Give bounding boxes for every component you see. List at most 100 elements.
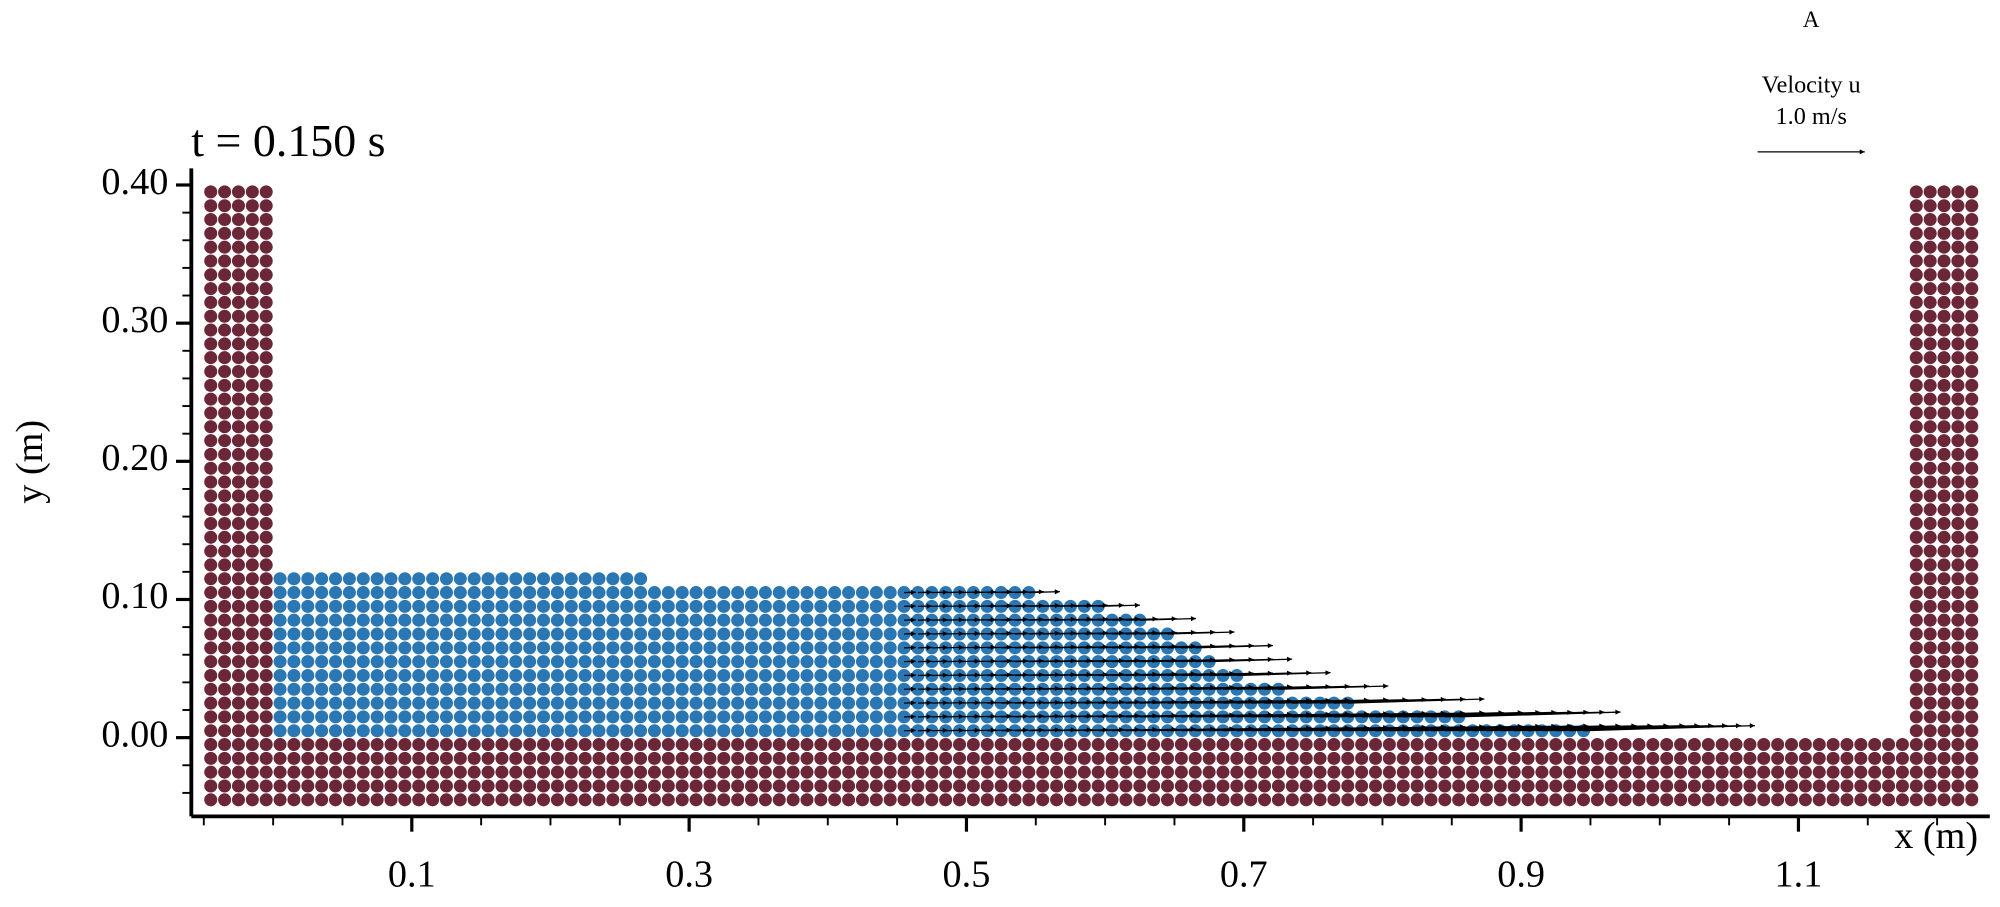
boundary-particle [245, 226, 259, 240]
boundary-particle [1965, 558, 1979, 572]
fluid-particle [800, 696, 814, 710]
boundary-particle [1937, 351, 1951, 365]
fluid-particle [412, 586, 426, 600]
fluid-particle [675, 710, 689, 724]
fluid-particle [855, 613, 869, 627]
boundary-particle [1174, 738, 1188, 752]
boundary-particle [1965, 185, 1979, 199]
boundary-particle [204, 599, 218, 613]
fluid-particle [689, 627, 703, 641]
boundary-particle [218, 323, 232, 337]
fluid-particle [578, 710, 592, 724]
boundary-particle [259, 185, 273, 199]
boundary-particle [911, 779, 925, 793]
boundary-particle [1188, 779, 1202, 793]
boundary-particle [1674, 779, 1688, 793]
boundary-particle [1576, 738, 1591, 752]
fluid-particle [869, 696, 883, 710]
boundary-particle [703, 751, 717, 765]
fluid-particle [398, 572, 412, 586]
boundary-particle [218, 434, 232, 448]
boundary-particle [758, 793, 772, 807]
boundary-particle [564, 793, 578, 807]
fluid-particle [370, 641, 384, 655]
boundary-particle [231, 586, 245, 600]
boundary-particle [1646, 793, 1660, 807]
boundary-particle [259, 738, 273, 752]
fluid-particle [439, 724, 453, 738]
fluid-particle [467, 627, 481, 641]
fluid-particle [301, 724, 315, 738]
fluid-particle [883, 641, 897, 655]
boundary-particle [1452, 779, 1466, 793]
velocity-arrow [1028, 589, 1060, 595]
boundary-particle [1937, 668, 1951, 682]
boundary-particle [1909, 503, 1923, 517]
boundary-particle [1951, 572, 1965, 586]
boundary-particle [814, 779, 828, 793]
boundary-particle [218, 655, 232, 669]
boundary-particle [342, 751, 356, 765]
boundary-particle [259, 213, 273, 227]
fluid-particle [509, 682, 523, 696]
boundary-particle [1161, 751, 1175, 765]
fluid-particle [578, 613, 592, 627]
boundary-particle [1951, 655, 1965, 669]
boundary-particle [1632, 738, 1646, 752]
fluid-particle [661, 613, 675, 627]
boundary-particle [689, 779, 703, 793]
fluid-particle [398, 599, 412, 613]
boundary-particle [828, 779, 842, 793]
fluid-particle [550, 668, 564, 682]
fluid-particle [329, 724, 343, 738]
boundary-particle [218, 185, 232, 199]
boundary-particle [245, 668, 259, 682]
fluid-particle [495, 599, 509, 613]
fluid-particle [564, 599, 578, 613]
boundary-particle [703, 738, 717, 752]
boundary-particle [1923, 282, 1937, 296]
boundary-particle [1951, 213, 1965, 227]
boundary-particle [245, 309, 259, 323]
boundary-particle [1965, 282, 1979, 296]
fluid-particle [717, 710, 731, 724]
fluid-particle [342, 572, 356, 586]
boundary-particle [1438, 738, 1452, 752]
boundary-particle [1355, 751, 1369, 765]
fluid-particle [426, 668, 440, 682]
boundary-particle [994, 765, 1008, 779]
boundary-particle [245, 613, 259, 627]
boundary-particle [689, 765, 703, 779]
boundary-particle [245, 544, 259, 558]
boundary-particle [1812, 751, 1826, 765]
boundary-particle [939, 765, 953, 779]
boundary-particle [1438, 765, 1452, 779]
fluid-particle [495, 572, 509, 586]
boundary-particle [259, 530, 273, 544]
fluid-particle [412, 627, 426, 641]
boundary-particle [1882, 738, 1896, 752]
boundary-particle [939, 738, 953, 752]
boundary-particle [1909, 696, 1923, 710]
boundary-particle [231, 558, 245, 572]
fluid-particle [523, 641, 537, 655]
fluid-particle [786, 682, 800, 696]
boundary-particle [1965, 226, 1979, 240]
boundary-particle [1410, 779, 1424, 793]
fluid-particle [620, 641, 634, 655]
fluid-particle [356, 696, 370, 710]
fluid-particle [537, 655, 551, 669]
boundary-particle [1965, 475, 1979, 489]
boundary-particle [218, 599, 232, 613]
boundary-particle [1965, 406, 1979, 420]
fluid-particle [786, 655, 800, 669]
fluid-particle [287, 627, 301, 641]
boundary-particle [384, 765, 398, 779]
boundary-particle [245, 213, 259, 227]
fluid-particle [550, 710, 564, 724]
boundary-particle [384, 738, 398, 752]
boundary-particle [966, 738, 980, 752]
boundary-particle [1909, 447, 1923, 461]
fluid-particle [329, 613, 343, 627]
boundary-particle [1965, 765, 1979, 779]
